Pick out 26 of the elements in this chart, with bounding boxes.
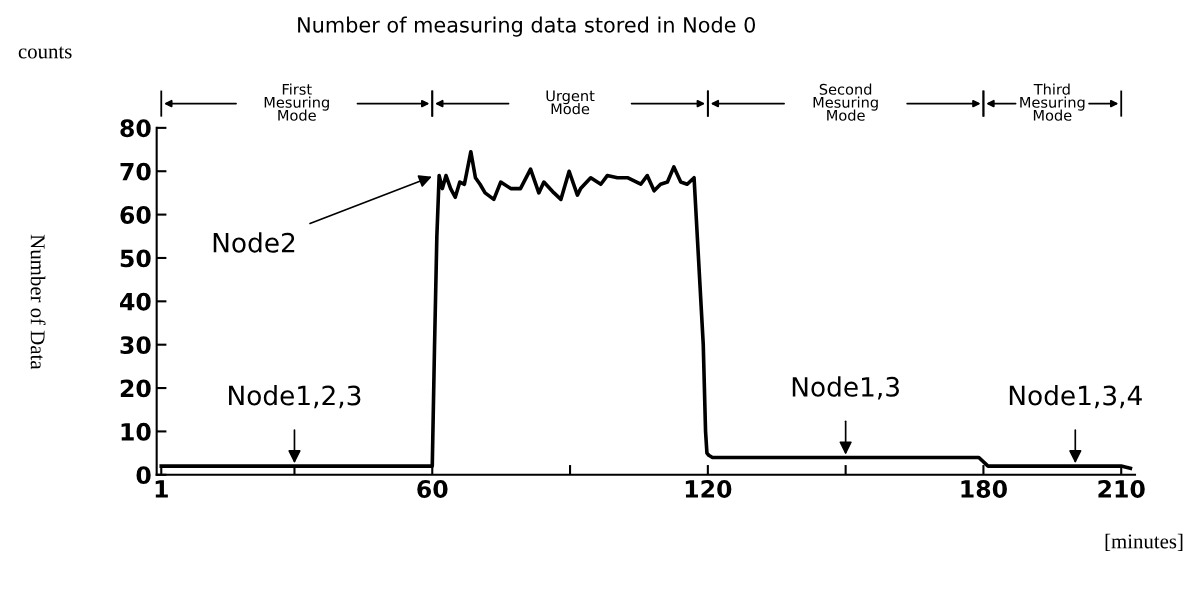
text: Second Mesuring Mode	[813, 83, 878, 121]
x-tick-label: 60	[417, 480, 448, 498]
text: First Mesuring Mode	[264, 83, 329, 121]
y-tick-label: 40	[120, 292, 151, 311]
x-axis-title: [minutes]	[1105, 533, 1183, 551]
x-tick-label: 180	[961, 480, 1007, 498]
y-tick-label: 0	[136, 466, 151, 485]
annotation: Node1,2,3	[229, 385, 361, 409]
x-tick-label: 1	[155, 480, 168, 498]
y-tick-label: 50	[120, 249, 151, 268]
y-axis-title: Number of Data	[30, 234, 46, 370]
x-tick-label: 210	[1098, 480, 1145, 498]
text: Third Mesuring Mode	[1020, 83, 1085, 121]
text: Urgent Mode	[546, 90, 595, 115]
y-tick-label: 30	[120, 336, 151, 354]
y-tick-label: 80	[120, 119, 151, 138]
annotation: Node2	[213, 232, 295, 253]
annotation: Node1,3,4	[1009, 385, 1142, 409]
chart-title: Number of measuring data stored in Node 0	[298, 16, 755, 37]
y-tick-label: 60	[120, 206, 151, 224]
x-tick-label: 120	[685, 480, 732, 498]
text: counts	[18, 46, 72, 59]
y-tick-label: 10	[121, 422, 151, 441]
y-tick-label: 70	[120, 162, 151, 181]
y-tick-label: 20	[120, 379, 151, 398]
annotation: Node1,3	[792, 376, 899, 400]
